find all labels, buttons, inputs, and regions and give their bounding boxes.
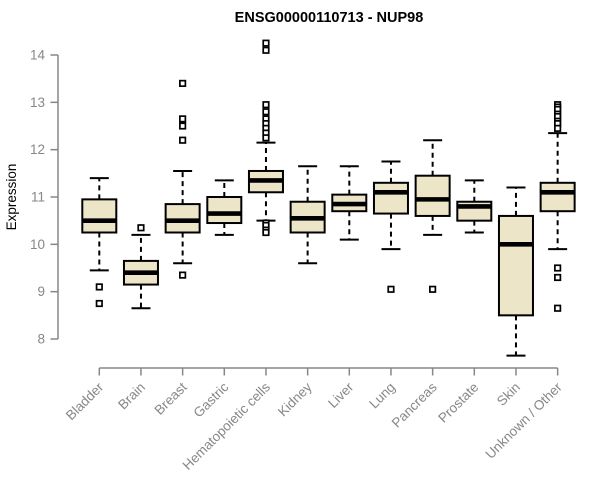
boxplot-brain: [122, 224, 159, 310]
x-tick-label: Lung: [366, 380, 398, 412]
y-tick-label: 8: [37, 331, 45, 346]
boxplot-skin: [497, 186, 534, 357]
x-tick-label: Unknown / Other: [483, 379, 566, 462]
iqr-box: [81, 198, 118, 234]
boxplot-kidney: [289, 165, 326, 265]
outlier-point: [137, 224, 145, 232]
outlier-point: [262, 39, 270, 47]
outlier-point: [179, 136, 187, 144]
boxplot-prostate: [456, 179, 493, 234]
x-tick-label: Pancreas: [389, 379, 440, 430]
iqr-box: [164, 203, 201, 234]
boxplot-bladder: [81, 177, 118, 308]
x-tick-label: Liver: [325, 379, 357, 411]
outlier-point: [179, 122, 187, 130]
boxplot-pancreas: [414, 139, 451, 293]
outlier-point: [554, 304, 562, 312]
boxplot-hematopoietic-cells: [247, 39, 284, 237]
boxplot-lung: [372, 160, 409, 293]
chart-title: ENSG00000110713 - NUP98: [235, 10, 424, 26]
iqr-box: [539, 181, 576, 213]
outlier-point: [554, 124, 562, 132]
iqr-box: [206, 195, 243, 225]
x-tick-label: Prostate: [435, 380, 481, 426]
iqr-box: [414, 174, 451, 217]
y-tick-label: 12: [30, 142, 45, 157]
outlier-point: [554, 273, 562, 282]
outlier-point: [387, 285, 395, 293]
outlier-point: [179, 115, 187, 123]
y-tick-label: 11: [31, 189, 45, 204]
y-tick-label: 13: [30, 95, 45, 110]
boxplot-gastric: [206, 179, 243, 236]
x-tick-label: Skin: [494, 380, 523, 409]
x-tick-label: Gastric: [191, 379, 232, 420]
iqr-box: [372, 181, 409, 215]
outlier-point: [95, 299, 103, 308]
y-axis-label: Expression: [4, 164, 19, 231]
iqr-box: [497, 214, 534, 317]
x-tick-label: Brain: [115, 380, 148, 413]
outlier-point: [262, 46, 270, 54]
outlier-point: [179, 271, 187, 279]
y-tick-label: 14: [30, 48, 46, 63]
outlier-point: [262, 228, 270, 237]
x-tick-label: Bladder: [63, 379, 107, 423]
outlier-point: [95, 283, 103, 291]
boxplot-breast: [164, 79, 201, 279]
boxplot-liver: [331, 165, 368, 241]
outlier-point: [179, 79, 187, 87]
outlier-point: [262, 134, 270, 142]
outlier-point: [429, 285, 437, 293]
boxplot-series: [81, 39, 576, 357]
y-tick-label: 9: [37, 284, 45, 299]
x-tick-label: Kidney: [275, 379, 315, 419]
y-tick-label: 10: [30, 237, 45, 252]
outlier-point: [262, 108, 270, 116]
outlier-point: [554, 264, 562, 272]
boxplot-unknown-other: [539, 101, 576, 312]
x-tick-label: Breast: [152, 379, 190, 417]
outlier-point: [262, 101, 270, 109]
